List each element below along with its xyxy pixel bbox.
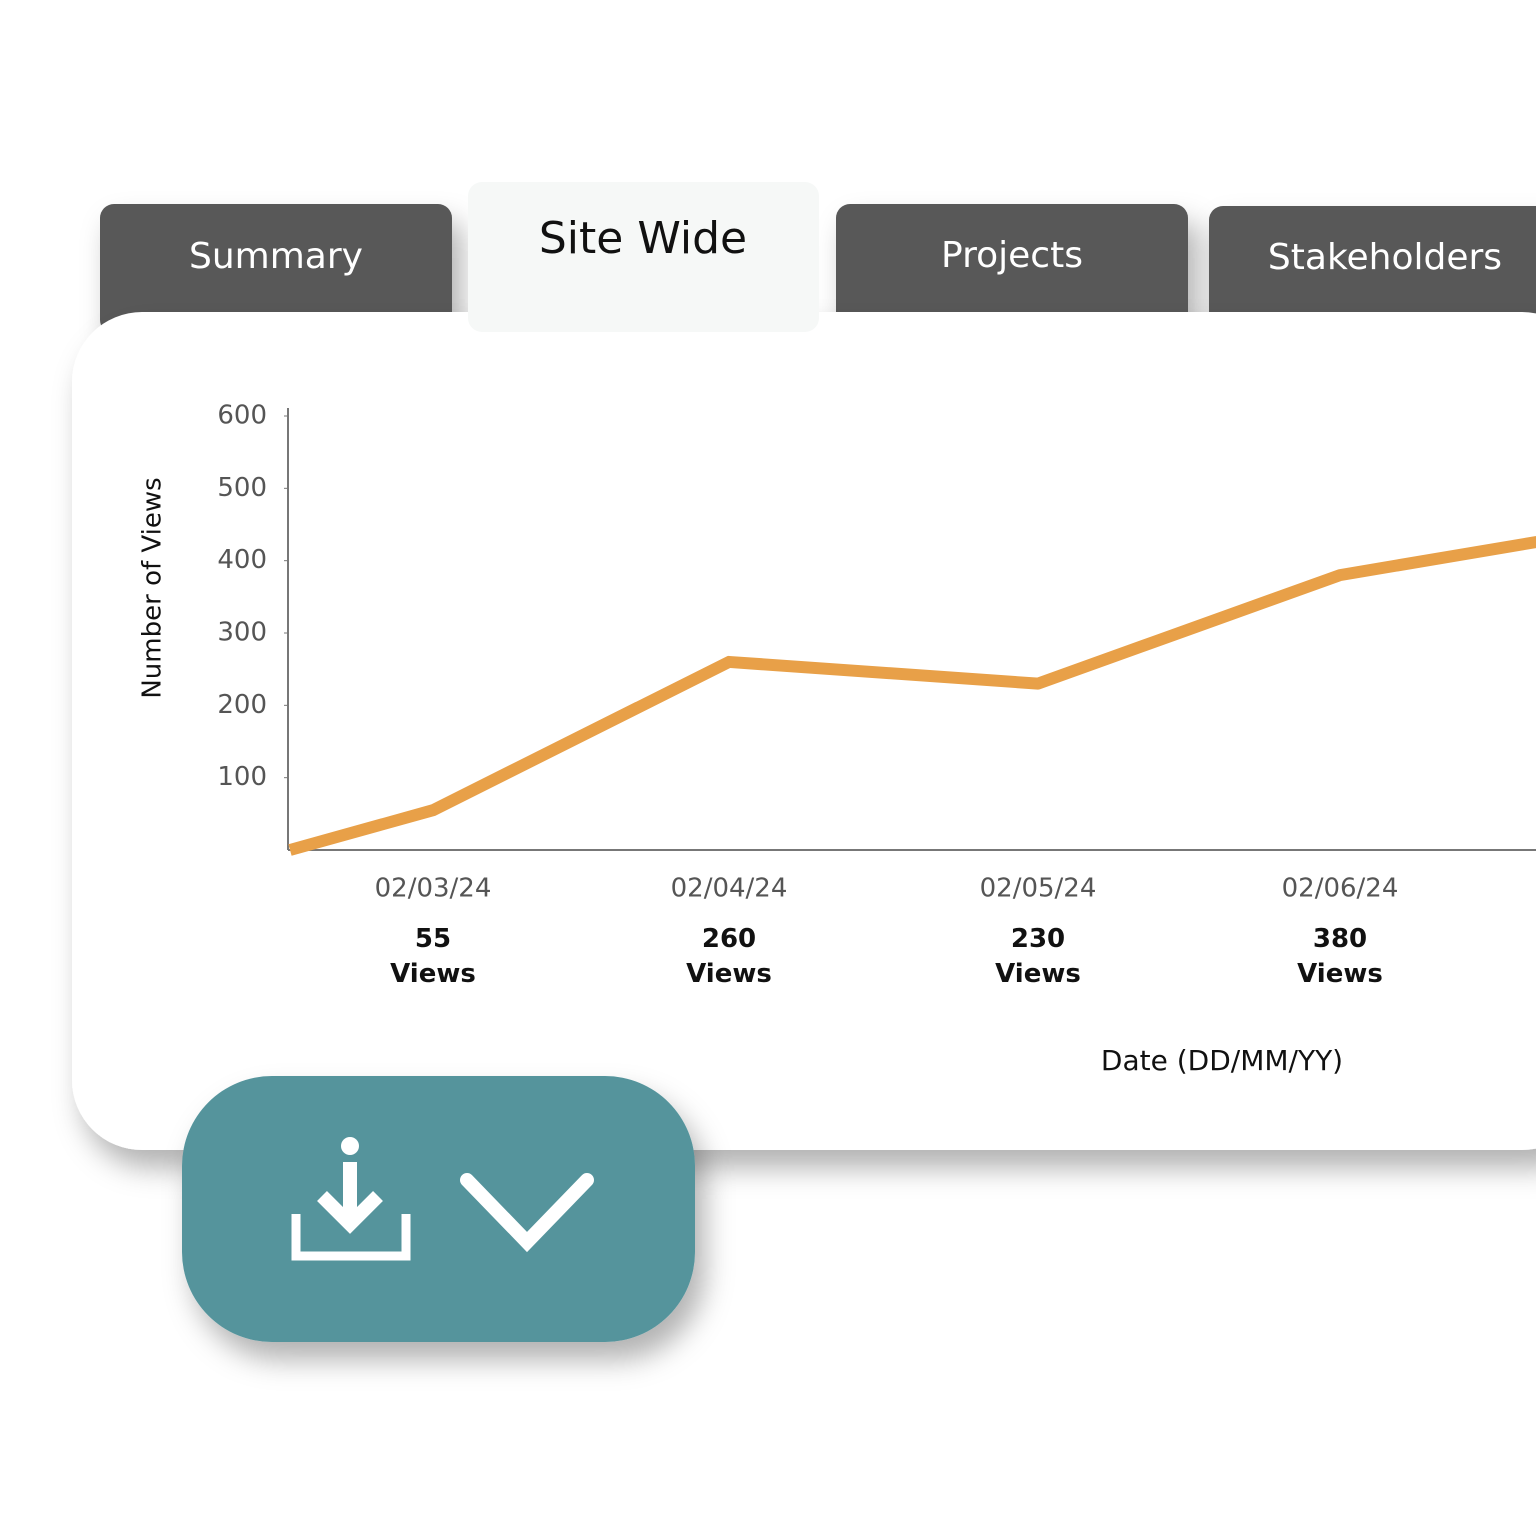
active-tab[interactable] bbox=[468, 182, 819, 332]
x-tick-label: 02/06/24 bbox=[1282, 874, 1399, 904]
tab-label[interactable]: Summary bbox=[189, 236, 363, 277]
tab-label[interactable]: Projects bbox=[941, 235, 1083, 276]
y-tick-label: 400 bbox=[217, 545, 267, 575]
y-tick-label: 100 bbox=[217, 762, 267, 792]
y-tick-label: 300 bbox=[217, 618, 267, 648]
tab-label-active[interactable]: Site Wide bbox=[539, 213, 747, 264]
button-bg[interactable] bbox=[182, 1076, 695, 1342]
data-label: 380 Views bbox=[1297, 924, 1383, 989]
data-label: 230 Views bbox=[995, 924, 1081, 989]
tab-bar bbox=[100, 204, 1536, 336]
dropdown-chevron bbox=[460, 1173, 594, 1253]
x-tick-label: 02/04/24 bbox=[671, 874, 788, 904]
chart: Number of Views Date (DD/MM/YY) 100 200 30… bbox=[138, 401, 1536, 1077]
x-tick-label: 02/05/24 bbox=[980, 874, 1097, 904]
line bbox=[288, 535, 1536, 856]
data-label: 260 Views bbox=[686, 924, 772, 989]
y-tick-label: 500 bbox=[217, 473, 267, 503]
card bbox=[72, 312, 1536, 1150]
tab-label[interactable]: Stakeholders bbox=[1268, 237, 1502, 278]
data-label: 55 Views bbox=[390, 924, 476, 989]
download-icon-dot bbox=[341, 1137, 359, 1155]
y-tick-label: 200 bbox=[217, 690, 267, 720]
download-icon bbox=[291, 1162, 411, 1261]
tab[interactable] bbox=[100, 204, 452, 334]
download-button[interactable] bbox=[182, 1076, 695, 1342]
x-tick-label: 02/03/24 bbox=[375, 874, 492, 904]
y-tick-label: 600 bbox=[217, 401, 267, 431]
tab[interactable] bbox=[1209, 206, 1536, 336]
x-axis-title: Date (DD/MM/YY) bbox=[1101, 1044, 1343, 1077]
tab[interactable] bbox=[836, 204, 1188, 334]
y-axis-title: Number of Views bbox=[138, 477, 168, 698]
